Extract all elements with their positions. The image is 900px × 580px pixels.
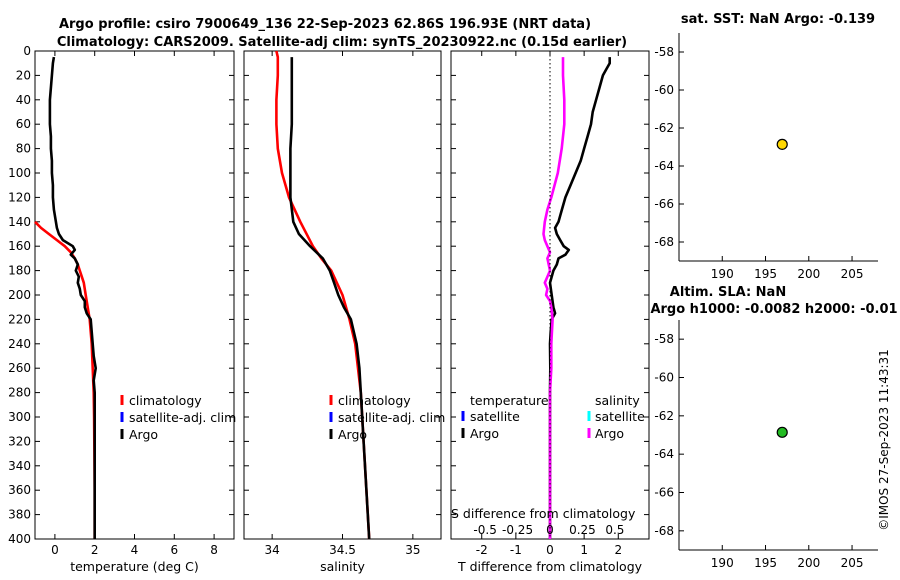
map-y-tick-label: -66 <box>654 486 674 500</box>
map-x-tick-label: 195 <box>754 556 777 570</box>
map-x-tick-label: 205 <box>841 556 864 570</box>
map-y-tick-label: -68 <box>654 235 674 249</box>
map-title: Altim. SLA: NaN <box>670 285 786 300</box>
plot-frame <box>34 50 235 540</box>
x-tick-label: 2 <box>614 543 622 557</box>
y-tick-label: 0 <box>23 44 31 58</box>
x-tick-label: 4 <box>131 543 139 557</box>
series-line-argo <box>48 56 97 539</box>
secondary-x-tick-label: 0.5 <box>605 523 624 537</box>
map-y-tick-label: -68 <box>654 524 674 538</box>
y-tick-label: 380 <box>8 508 31 522</box>
map-y-tick-label: -62 <box>654 121 674 135</box>
legend-label: satellite <box>595 409 645 424</box>
secondary-x-tick-label: -0.25 <box>502 523 533 537</box>
map-y-tick-label: -60 <box>654 371 674 385</box>
temperature-profile-panel: 0204060801001201401601802002202402602803… <box>8 44 236 574</box>
map-x-tick-label: 190 <box>711 556 734 570</box>
legend-label: climatology <box>338 393 411 408</box>
y-tick-label: 180 <box>8 264 31 278</box>
y-tick-label: 20 <box>16 68 31 82</box>
map-y-tick-label: -58 <box>654 332 674 346</box>
y-tick-label: 140 <box>8 215 31 229</box>
y-tick-label: 300 <box>8 410 31 424</box>
x-tick-label: -2 <box>476 543 488 557</box>
legend-label: Argo <box>470 426 499 441</box>
y-tick-label: 240 <box>8 337 31 351</box>
y-tick-label: 200 <box>8 288 31 302</box>
legend-title-temperature: temperature <box>470 393 549 408</box>
sst-map-panel: -58 -60 -62 -64 -66 -68 190 195 200 205 sat. SST: … <box>654 12 878 281</box>
map-subtitle: Argo h1000: -0.0082 h2000: -0.01 <box>650 302 897 317</box>
map-y-tick-label: -66 <box>654 197 674 211</box>
x-tick-label: 35 <box>405 543 420 557</box>
y-tick-label: 160 <box>8 239 31 253</box>
map-title: sat. SST: NaN Argo: -0.139 <box>681 12 875 27</box>
map-y-tick-label: -64 <box>654 447 674 461</box>
legend-label: Argo <box>129 427 158 442</box>
legend-label: Argo <box>338 427 367 442</box>
series-line-s-difference-argo <box>542 57 566 539</box>
x-tick-label: 34.5 <box>329 543 356 557</box>
map-x-tick-label: 200 <box>797 556 820 570</box>
legend-label: Argo <box>595 426 624 441</box>
float-position-marker <box>776 138 788 150</box>
y-tick-label: 280 <box>8 386 31 400</box>
y-tick-label: 320 <box>8 434 31 448</box>
secondary-x-tick-label: 0.25 <box>569 523 596 537</box>
map-y-tick-label: -58 <box>654 45 674 59</box>
y-tick-label: 60 <box>16 117 31 131</box>
x-tick-label: 0 <box>51 543 59 557</box>
x-axis-label: temperature (deg C) <box>70 559 199 574</box>
x-axis-label: salinity <box>320 559 365 574</box>
y-tick-label: 360 <box>8 483 31 497</box>
x-axis-label: T difference from climatology <box>457 559 643 574</box>
legend-label: climatology <box>129 393 202 408</box>
map-x-tick-label: 200 <box>797 267 820 281</box>
map-y-tick-label: -62 <box>654 409 674 423</box>
map-x-tick-label: 205 <box>841 267 864 281</box>
y-tick-label: 40 <box>16 93 31 107</box>
map-x-tick-label: 190 <box>711 267 734 281</box>
float-position-marker <box>776 426 788 438</box>
x-tick-label: 1 <box>580 543 588 557</box>
x-tick-label: -1 <box>510 543 522 557</box>
legend-label: satellite-adj. clim <box>129 410 236 425</box>
legend-title-salinity: salinity <box>595 393 640 408</box>
y-tick-label: 260 <box>8 361 31 375</box>
y-tick-label: 120 <box>8 190 31 204</box>
secondary-x-axis-label: S difference from climatology <box>451 506 636 521</box>
legend-label: satellite <box>470 409 520 424</box>
y-tick-label: 220 <box>8 312 31 326</box>
map-y-tick-label: -60 <box>654 83 674 97</box>
x-tick-label: 0 <box>546 543 554 557</box>
difference-profile-panel: -2 -1 0 1 2 T difference from climatology S di… <box>450 50 650 574</box>
title-line-2: Climatology: CARS2009. Satellite-adj cli… <box>57 35 627 50</box>
map-x-tick-label: 195 <box>754 267 777 281</box>
secondary-x-tick-label: -0.5 <box>473 523 496 537</box>
secondary-x-tick-label: 0 <box>546 523 554 537</box>
y-tick-label: 400 <box>8 532 31 546</box>
x-tick-label: 6 <box>170 543 178 557</box>
y-tick-label: 80 <box>16 142 31 156</box>
map-y-tick-label: -64 <box>654 159 674 173</box>
salinity-profile-panel: 34 34.5 35 salinity climatology satellite-adj… <box>243 50 445 574</box>
sla-map-panel: -58 -60 -62 -64 -66 -68 190 195 200 205 Altim. SLA… <box>650 285 897 570</box>
series-line-argo <box>289 57 371 540</box>
y-tick-label: 100 <box>8 166 31 180</box>
legend-label: satellite-adj. clim <box>338 410 445 425</box>
x-tick-label: 34 <box>265 543 280 557</box>
x-tick-label: 8 <box>210 543 218 557</box>
x-tick-label: 2 <box>91 543 99 557</box>
title-line-1: Argo profile: csiro 7900649_136 22-Sep-2… <box>59 17 591 32</box>
imos-timestamp-watermark: ©IMOS 27-Sep-2023 11:43:31 <box>877 349 891 531</box>
y-tick-label: 340 <box>8 459 31 473</box>
